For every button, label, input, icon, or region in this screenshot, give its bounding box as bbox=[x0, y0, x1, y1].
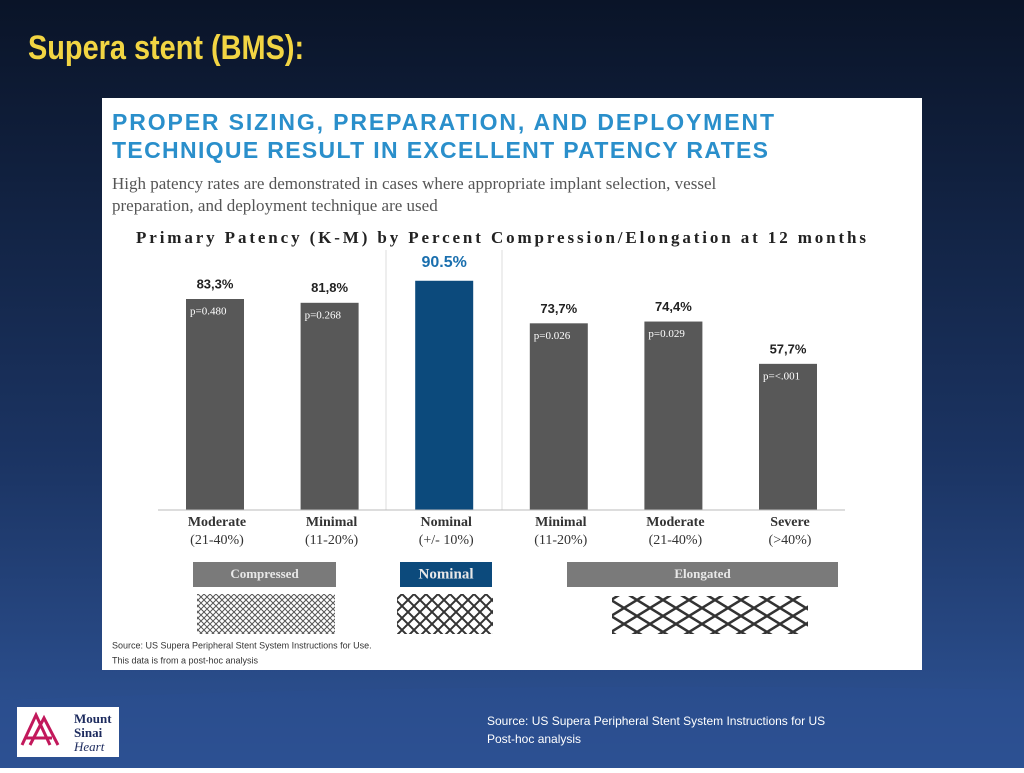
bar bbox=[186, 299, 244, 510]
logo-box bbox=[17, 707, 119, 757]
stent-elongated bbox=[612, 596, 808, 634]
bar bbox=[300, 302, 359, 510]
stent-nominal bbox=[397, 594, 493, 634]
p-label: p=0.480 bbox=[190, 306, 227, 318]
subtitle: High patency rates are demonstrated in c… bbox=[112, 174, 716, 193]
logo-text: Heart bbox=[73, 739, 105, 754]
category-label: Minimal bbox=[535, 515, 586, 530]
bottom-band bbox=[0, 686, 1024, 768]
p-label: p=0.268 bbox=[305, 309, 342, 321]
logo-mark bbox=[20, 711, 60, 746]
group-label: Elongated bbox=[674, 566, 731, 581]
value-label: 83,3% bbox=[197, 276, 234, 291]
category-range: (+/- 10%) bbox=[419, 533, 474, 548]
p-label: p=<.001 bbox=[763, 370, 800, 382]
logo-text: Sinai bbox=[74, 725, 103, 740]
category-range: (>40%) bbox=[769, 533, 812, 548]
group-box bbox=[400, 562, 492, 587]
p-label: p=0.026 bbox=[534, 330, 571, 342]
category-label: Moderate bbox=[646, 515, 704, 530]
category-range: (11-20%) bbox=[305, 533, 358, 548]
category-label: Severe bbox=[770, 515, 809, 530]
bar bbox=[529, 323, 588, 510]
category-label: Nominal bbox=[421, 515, 472, 530]
category-label: Moderate bbox=[188, 515, 246, 530]
stent-compressed bbox=[197, 594, 335, 634]
value-label: 74,4% bbox=[655, 299, 692, 314]
value-label: 57,7% bbox=[770, 341, 807, 356]
bar bbox=[644, 321, 703, 510]
category-range: (11-20%) bbox=[534, 533, 587, 548]
footer-source: Post-hoc analysis bbox=[487, 732, 581, 746]
subtitle: preparation, and deployment technique ar… bbox=[112, 196, 438, 215]
note: Source: US Supera Peripheral Stent Syste… bbox=[112, 640, 372, 650]
headline: PROPER SIZING, PREPARATION, AND DEPLOYME… bbox=[112, 109, 774, 135]
footer-source: Source: US Supera Peripheral Stent Syste… bbox=[487, 714, 825, 728]
group-label: Nominal bbox=[418, 566, 473, 582]
group-box bbox=[193, 562, 336, 587]
value-label: 73,7% bbox=[540, 301, 577, 316]
category-range: (21-40%) bbox=[190, 533, 244, 548]
group-box bbox=[567, 562, 838, 587]
p-label: p=0.029 bbox=[648, 328, 685, 340]
logo-text: Mount bbox=[74, 711, 112, 726]
slide-title: Supera stent (BMS): bbox=[28, 28, 304, 67]
group-label: Compressed bbox=[230, 566, 299, 581]
category-range: (21-40%) bbox=[649, 533, 703, 548]
value-label: 90.5% bbox=[422, 254, 467, 271]
bar bbox=[415, 280, 474, 510]
chart-title: Primary Patency (K-M) by Percent Compres… bbox=[136, 228, 866, 247]
note: This data is from a post-hoc analysis bbox=[112, 655, 259, 665]
headline: TECHNIQUE RESULT IN EXCELLENT PATENCY RA… bbox=[112, 137, 768, 163]
value-label: 81,8% bbox=[311, 280, 348, 295]
category-label: Minimal bbox=[306, 515, 357, 530]
bar bbox=[759, 363, 817, 510]
